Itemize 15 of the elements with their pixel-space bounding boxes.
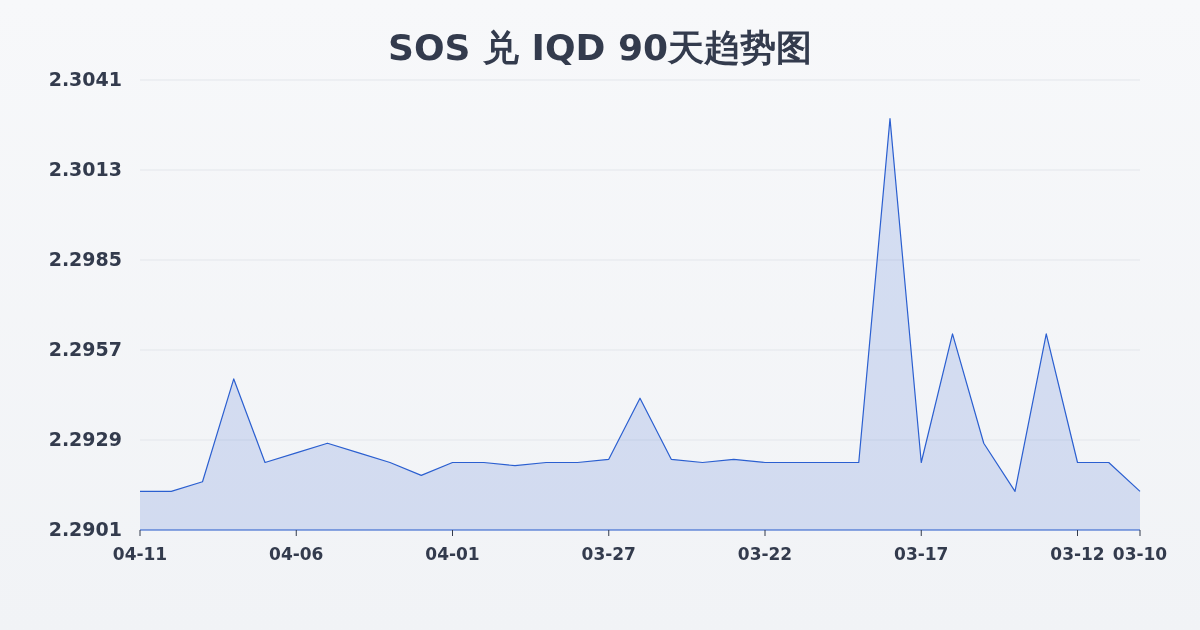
x-tick-label: 03-12: [1050, 544, 1105, 564]
x-tick-label: 03-17: [894, 544, 949, 564]
y-tick-label: 2.2957: [48, 338, 122, 360]
y-tick-label: 2.2901: [48, 518, 122, 540]
x-tick-label: 04-11: [112, 544, 168, 564]
x-tick-label: 03-10: [1112, 544, 1168, 564]
y-tick-label: 2.2929: [48, 428, 122, 450]
x-tick-label: 04-01: [425, 544, 480, 564]
x-tick-label: 03-22: [737, 544, 793, 564]
y-tick-label: 2.2985: [48, 248, 122, 270]
x-tick-label: 04-06: [269, 544, 324, 564]
y-tick-label: 2.3041: [48, 68, 122, 90]
y-tick-label: 2.3013: [48, 158, 122, 180]
x-tick-label: 03-27: [581, 544, 636, 564]
chart-title: SOS 兑 IQD 90天趋势图: [387, 27, 813, 68]
